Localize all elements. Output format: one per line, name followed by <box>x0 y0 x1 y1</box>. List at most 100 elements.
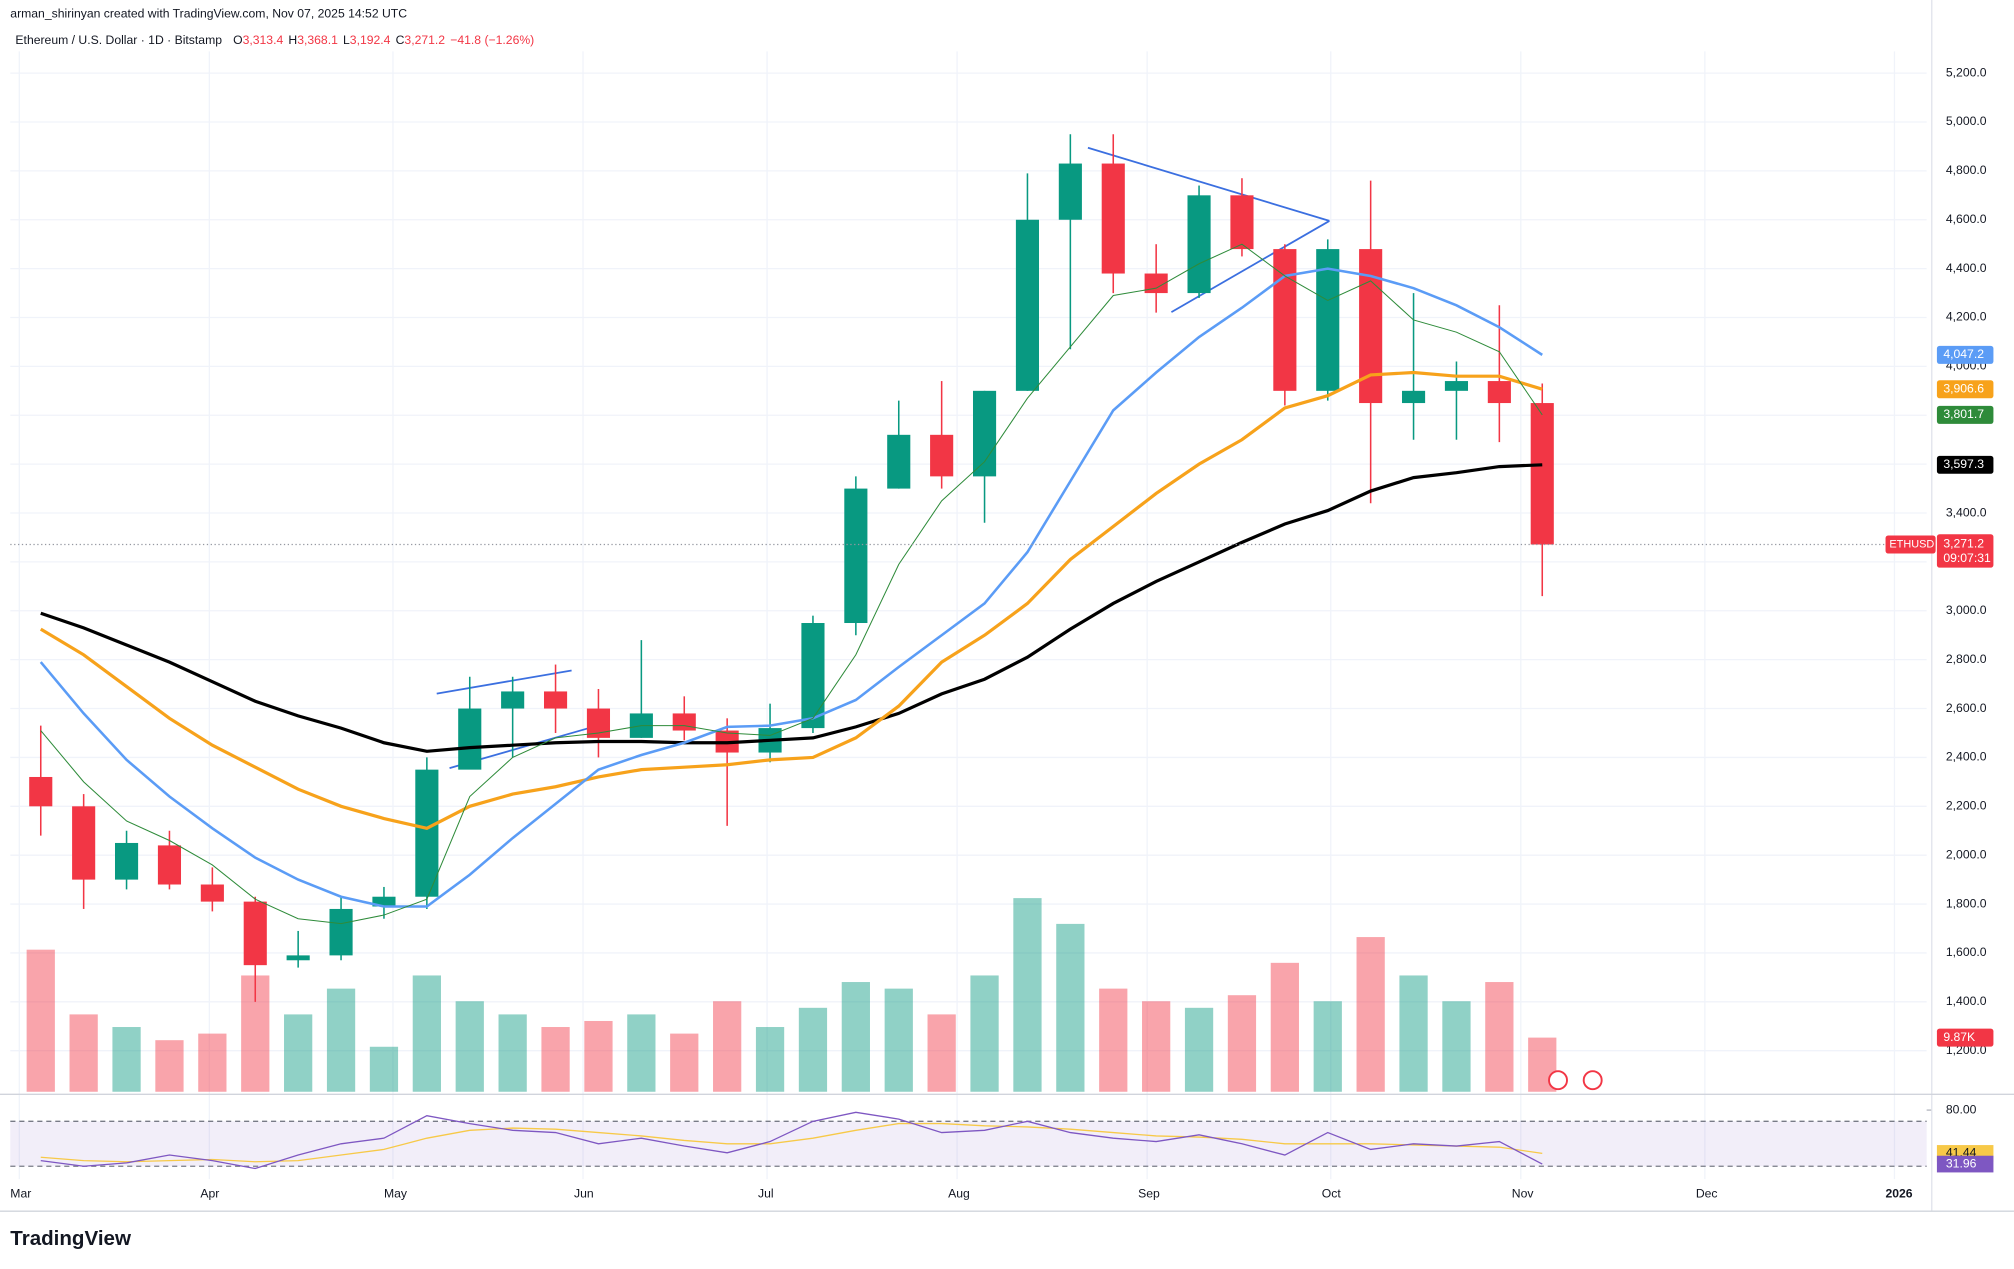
ohlc-value: 3,192.4 <box>350 33 391 47</box>
x-tick-label: Apr <box>200 1187 219 1201</box>
rsi-tick-label: 80.00 <box>1946 1102 1977 1116</box>
volume-bar <box>1056 923 1085 1092</box>
event-icon[interactable] <box>1548 1070 1568 1091</box>
ma-tag <box>1936 405 1994 424</box>
volume-bar <box>584 1020 613 1092</box>
candle-body <box>1101 163 1125 274</box>
volume-bar <box>1485 982 1514 1092</box>
event-icon[interactable] <box>1582 1070 1603 1091</box>
candle-body <box>1487 381 1511 404</box>
ohlc-key: L <box>343 33 350 47</box>
volume-bar <box>841 982 870 1092</box>
volume-tag-label: 9.87K <box>1943 1030 1975 1044</box>
volume-bar <box>369 1046 399 1092</box>
x-tick-label: May <box>384 1187 408 1201</box>
x-tick-label: Sep <box>1138 1187 1160 1201</box>
x-tick-label: Oct <box>1322 1187 1342 1201</box>
candle-body <box>1401 390 1426 404</box>
candle-body <box>887 434 911 489</box>
volume-bar <box>1227 995 1257 1092</box>
price-tag-label: 3,271.2 <box>1943 537 1984 551</box>
trend-line <box>436 669 572 695</box>
volume-bar <box>1356 937 1385 1092</box>
candle-body <box>672 713 696 731</box>
y-tick-label: 1,800.0 <box>1946 896 1987 910</box>
trend-line <box>1170 220 1330 313</box>
volume-bar <box>69 1014 98 1092</box>
candle-body <box>72 806 96 880</box>
volume-bar <box>455 1001 484 1092</box>
moving-average <box>39 267 1543 908</box>
volume-bar <box>1142 1001 1171 1092</box>
y-tick-label: 1,600.0 <box>1946 945 1987 959</box>
ma-tag-label: 4,047.2 <box>1943 347 1984 361</box>
rsi-tag <box>1936 1155 1994 1173</box>
event-icons <box>1548 1070 1603 1091</box>
volume-bar <box>627 1014 656 1092</box>
x-tick-label: 2026 <box>1885 1187 1912 1201</box>
candle-body <box>29 776 53 807</box>
volume-bar <box>713 1001 742 1092</box>
x-tick-label: Dec <box>1696 1187 1718 1201</box>
volume-bar <box>1442 1001 1471 1092</box>
candle-body <box>1230 195 1254 250</box>
x-tick-label: Jun <box>574 1187 594 1201</box>
ma-tag-label: 3,801.7 <box>1943 407 1984 421</box>
y-tick-label: 1,400.0 <box>1946 994 1987 1008</box>
x-tick-label: Jul <box>758 1187 774 1201</box>
volume-bar <box>927 1014 956 1092</box>
symbol-header: Ethereum / U.S. Dollar · 1D · Bitstamp O… <box>15 33 534 47</box>
candle-body <box>243 901 267 966</box>
volume-bar <box>198 1033 227 1092</box>
volume-bar <box>1013 898 1042 1092</box>
volume-bar <box>884 988 913 1092</box>
candle-body <box>543 691 568 709</box>
candle-body <box>930 434 954 477</box>
volume-bar <box>112 1027 141 1092</box>
ohlc-key: C <box>396 33 405 47</box>
volume-bar <box>26 949 55 1092</box>
y-tick-label: 2,400.0 <box>1946 750 1987 764</box>
volume-bar <box>541 1027 570 1092</box>
volume-bar <box>1399 975 1428 1092</box>
volume-bar <box>326 988 356 1092</box>
rsi-band <box>10 1121 1927 1167</box>
x-tick-label: Mar <box>10 1187 31 1201</box>
y-tick-label: 2,800.0 <box>1946 652 1987 666</box>
volume-tag <box>1936 1028 1994 1047</box>
volume-bar <box>1184 1007 1214 1092</box>
ma-tag <box>1936 455 1994 474</box>
symbol: Ethereum / U.S. Dollar · 1D · Bitstamp <box>15 33 222 47</box>
change: −41.8 (−1.26%) <box>450 33 534 47</box>
moving-average <box>40 243 1543 925</box>
symbol-tag <box>1885 535 1936 554</box>
candle-body <box>200 884 224 902</box>
candle-body <box>1316 249 1340 391</box>
candle-body <box>586 708 611 738</box>
ohlc-value: 3,368.1 <box>297 33 338 47</box>
candle-body <box>1144 273 1168 294</box>
volume-bar <box>1099 988 1128 1092</box>
rsi-tag-label: 31.96 <box>1946 1156 1977 1170</box>
y-tick-label: 5,200.0 <box>1946 65 1987 79</box>
volume-bar <box>798 1007 828 1092</box>
ohlc-key: O <box>233 33 242 47</box>
y-tick-label: 2,200.0 <box>1946 799 1987 813</box>
moving-average <box>39 370 1543 830</box>
candle-body <box>844 488 868 624</box>
rsi-ma-line <box>40 1122 1543 1163</box>
candle-body <box>972 390 997 477</box>
x-tick-label: Aug <box>948 1187 970 1201</box>
volume-bar <box>412 975 441 1092</box>
candle-body <box>114 842 139 880</box>
candle-body <box>1359 249 1383 404</box>
trend-line <box>1087 146 1330 222</box>
volume-bar <box>970 975 999 1092</box>
volume-bar <box>284 1014 313 1092</box>
logo: TradingView <box>10 1227 132 1250</box>
ohlc-value: 3,313.4 <box>243 33 284 47</box>
countdown: 09:07:31 <box>1943 551 1991 565</box>
candle-body <box>501 691 525 709</box>
